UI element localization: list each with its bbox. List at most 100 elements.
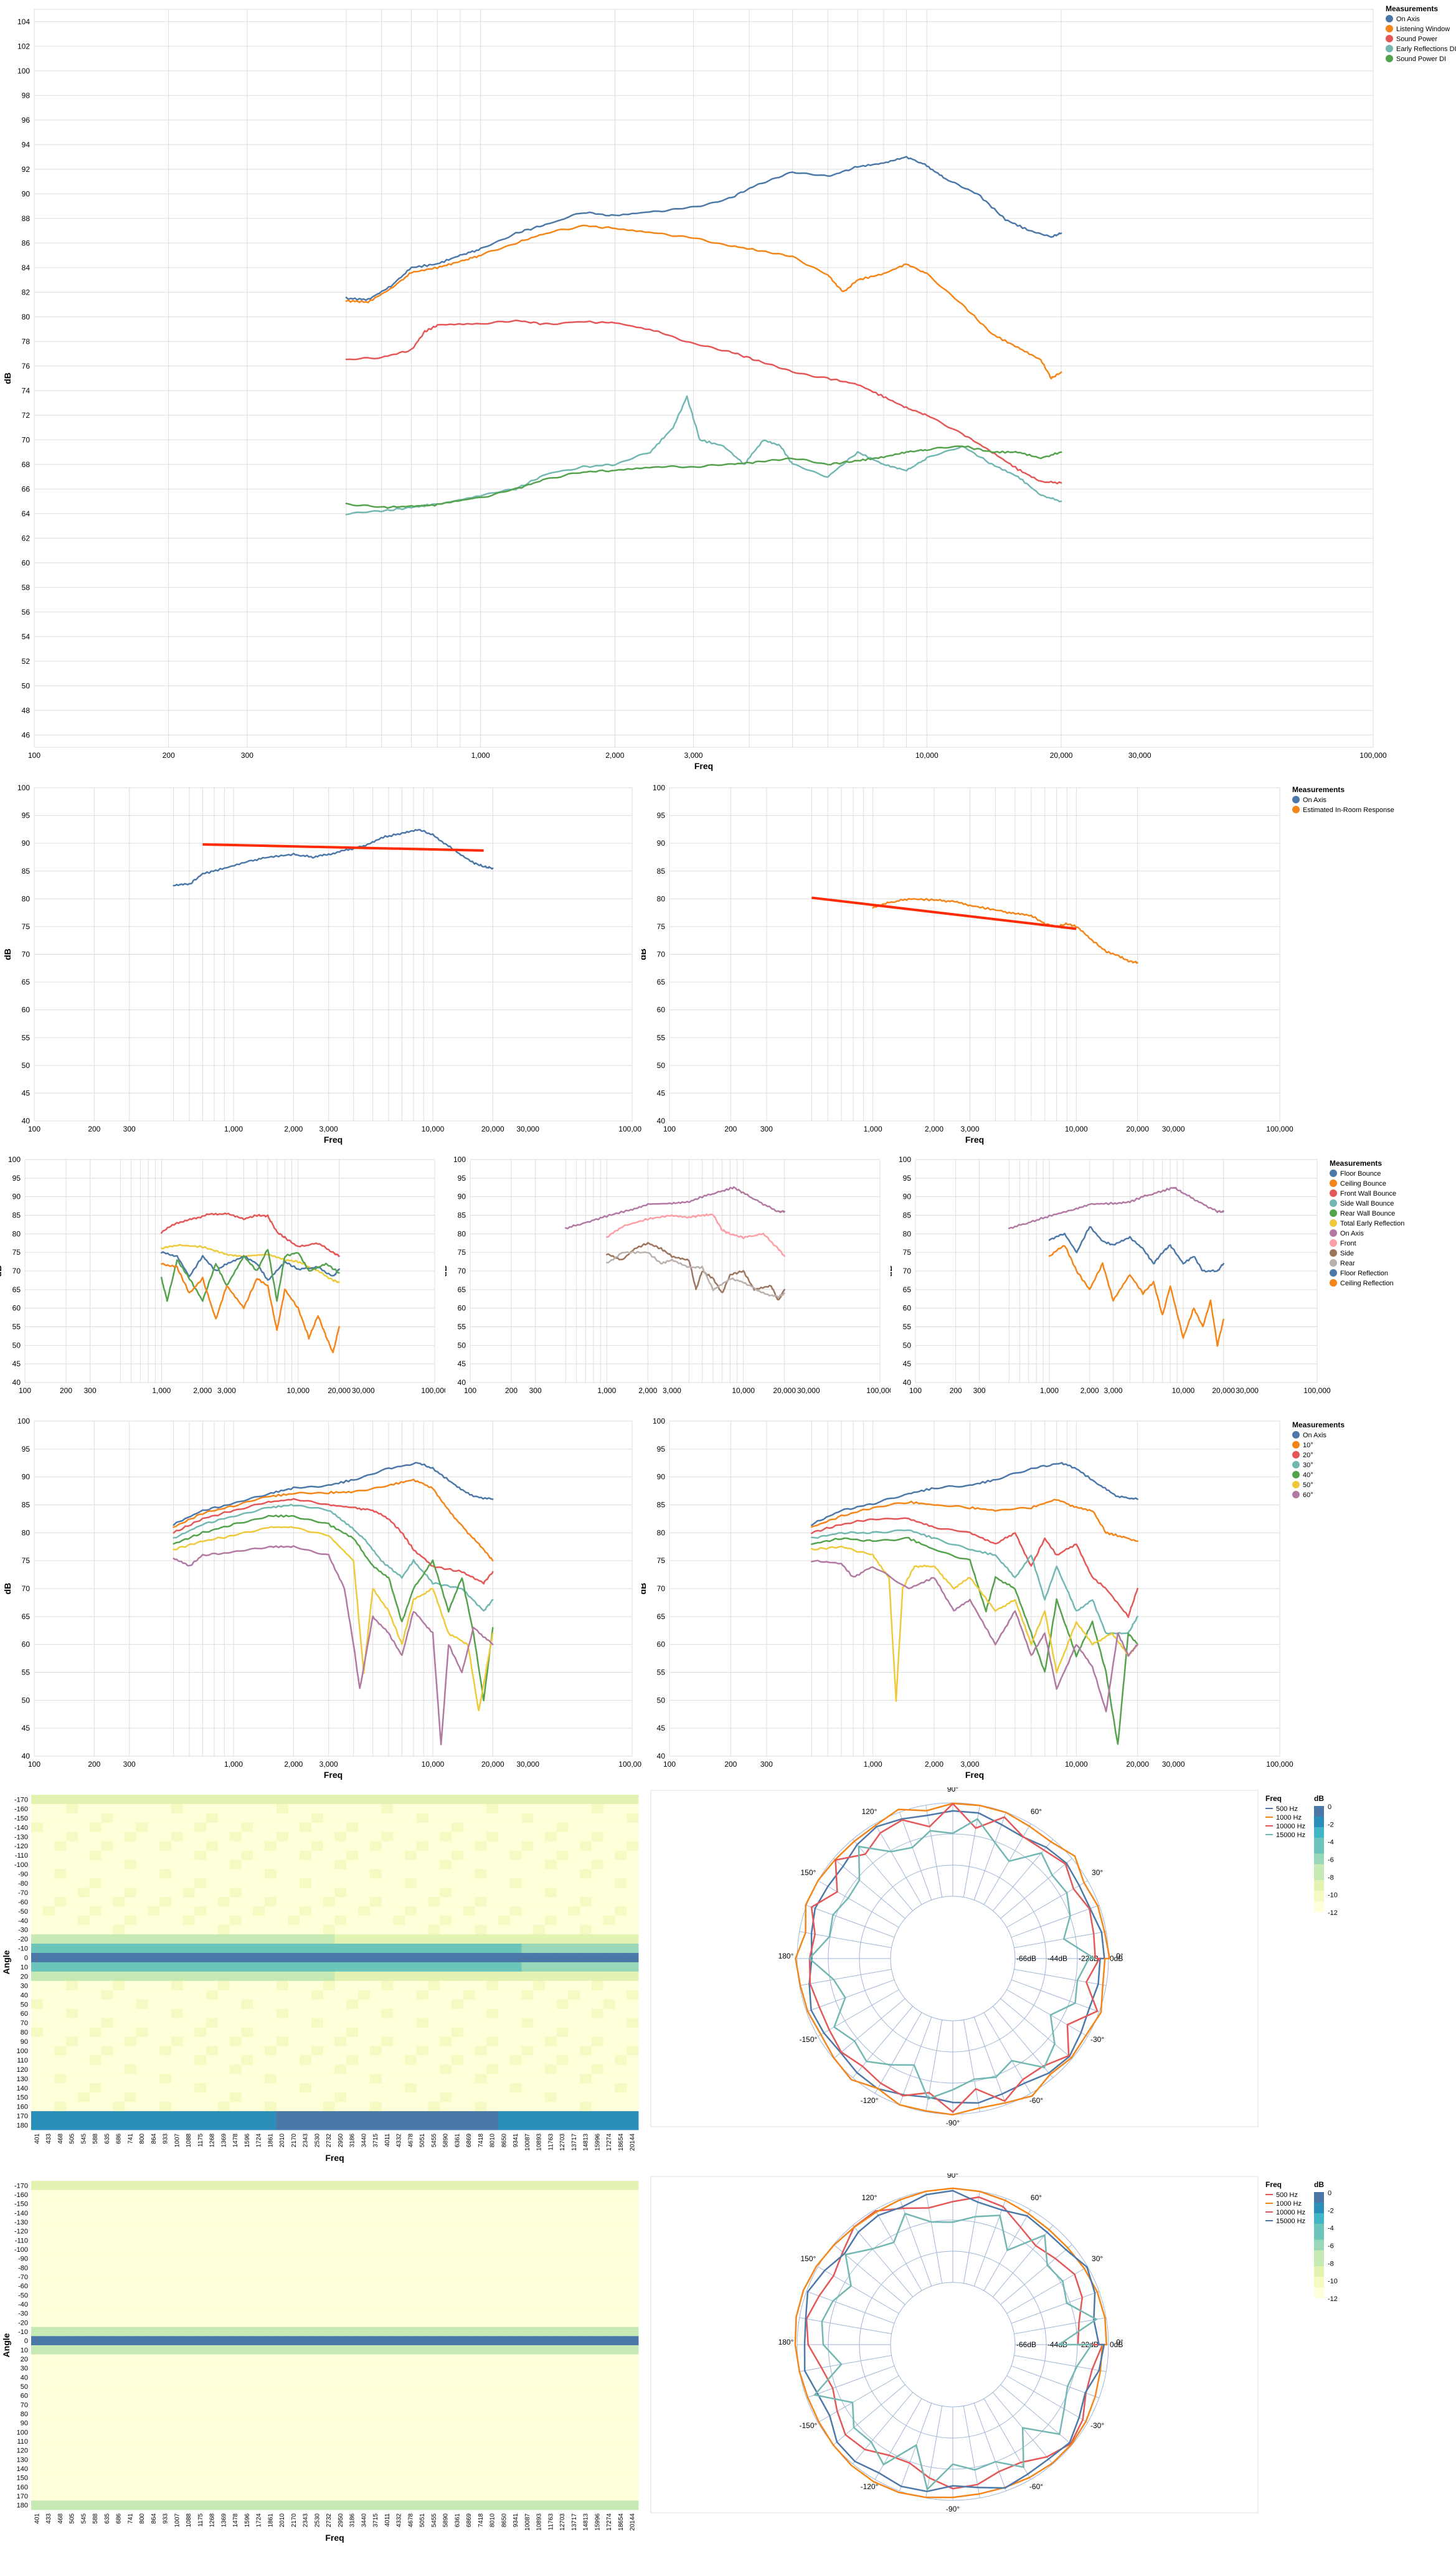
y-tick-label: 150 — [17, 2475, 28, 2482]
heatmap-cell — [369, 2400, 382, 2410]
heatmap-cell — [89, 2436, 102, 2446]
y-tick-label: 85 — [22, 867, 31, 876]
heatmap-cell — [113, 2436, 125, 2446]
heatmap-cell — [66, 2281, 78, 2291]
heatmap-cell — [241, 2190, 253, 2200]
heatmap-cell — [42, 2254, 55, 2264]
y-tick-label: -90 — [18, 2256, 28, 2263]
heatmap-cell — [229, 1925, 242, 1935]
heatmap-cell — [253, 2018, 265, 2028]
heatmap-cell — [89, 2473, 102, 2483]
legend-swatch — [1292, 1461, 1300, 1468]
heatmap-cell — [440, 2181, 452, 2191]
heatmap-cell — [369, 2272, 382, 2282]
heatmap-cell — [428, 1971, 440, 1982]
heatmap-cell — [171, 2181, 184, 2191]
heatmap-cell — [66, 2363, 78, 2373]
heatmap-cell — [241, 2263, 253, 2273]
y-tick-label: 92 — [22, 165, 31, 174]
heatmap-cell — [545, 2199, 557, 2209]
heatmap-cell — [241, 2299, 253, 2309]
heatmap-cell — [580, 1888, 592, 1897]
heatmap-cell — [241, 2226, 253, 2236]
heatmap-cell — [171, 2046, 184, 2056]
heatmap-cell — [334, 1869, 347, 1879]
heatmap-cell — [253, 2046, 265, 2056]
heatmap-cell — [603, 2272, 615, 2282]
heatmap-cell — [229, 2381, 242, 2391]
heatmap-cell — [265, 2391, 277, 2401]
heatmap-cell — [300, 2208, 312, 2218]
heatmap-cell — [125, 2226, 137, 2236]
heatmap-cell — [626, 2208, 639, 2218]
heatmap-cell — [194, 1916, 207, 1926]
heatmap-cell — [265, 2281, 277, 2291]
legend-label: Ceiling Bounce — [1340, 1180, 1386, 1188]
heatmap-cell — [486, 1962, 499, 1972]
heatmap-cell — [229, 1888, 242, 1897]
heatmap-cell — [171, 2217, 184, 2227]
heatmap-cell — [253, 2464, 265, 2474]
heatmap-cell — [592, 2491, 604, 2501]
heatmap-cell — [159, 2500, 172, 2510]
heatmap-cell — [31, 2272, 44, 2282]
heatmap-cell — [416, 2418, 428, 2428]
heatmap-cell — [580, 2391, 592, 2401]
heatmap-cell — [358, 1971, 371, 1982]
heatmap-cell — [405, 2318, 417, 2328]
heatmap-cell — [206, 1869, 219, 1879]
heatmap-cell — [229, 1850, 242, 1861]
heatmap-cell — [451, 2491, 464, 2501]
heatmap-cell — [323, 1990, 335, 2000]
heatmap-cell — [54, 2409, 67, 2419]
heatmap-cell — [89, 2363, 102, 2373]
heatmap-cell — [253, 1795, 265, 1805]
series-line-sound-power — [345, 319, 1062, 484]
heatmap-cell — [451, 1831, 464, 1842]
heatmap-cell — [288, 2418, 300, 2428]
heatmap-cell — [159, 2217, 172, 2227]
heatmap-cell — [288, 1897, 300, 1907]
heatmap-cell — [580, 2208, 592, 2218]
heatmap-cell — [369, 2418, 382, 2428]
heatmap-cell — [369, 2244, 382, 2254]
heatmap-cell — [556, 2092, 569, 2102]
heatmap-cell — [615, 2102, 627, 2112]
heatmap-cell — [89, 1822, 102, 1833]
radar-ring-label: -66dB — [1016, 1954, 1036, 1963]
x-tick-label: 30,000 — [1236, 1386, 1259, 1395]
heatmap-cell — [556, 1990, 569, 2000]
heatmap-cell — [568, 1850, 580, 1861]
heatmap-cell — [148, 2199, 160, 2209]
heatmap-cell — [101, 1944, 113, 1954]
heatmap-cell — [323, 2027, 335, 2038]
legend-title: Freq — [1265, 1794, 1282, 1803]
heatmap-cell — [416, 2199, 428, 2209]
heatmap-cell — [545, 1925, 557, 1935]
heatmap-cell — [498, 2381, 511, 2391]
heatmap-cell — [545, 1831, 557, 1842]
heatmap-cell — [475, 2055, 487, 2065]
heatmap-cell — [136, 2400, 148, 2410]
heatmap-cell — [451, 2254, 464, 2264]
heatmap-cell — [148, 2272, 160, 2282]
x-tick-label: 8010 — [489, 2134, 496, 2148]
x-tick-label: 933 — [163, 2134, 169, 2144]
heatmap-cell — [393, 2381, 405, 2391]
heatmap-cell — [603, 2446, 615, 2455]
heatmap-cell — [89, 1869, 102, 1879]
heatmap-cell — [288, 2190, 300, 2200]
radar-angle-label: 0° — [1116, 1952, 1123, 1960]
heatmap-cell — [545, 2111, 557, 2121]
heatmap-cell — [615, 2500, 627, 2510]
heatmap-cell — [288, 1860, 300, 1870]
heatmap-cell — [323, 2391, 335, 2401]
heatmap-cell — [171, 2354, 184, 2364]
heatmap-cell — [171, 1897, 184, 1907]
heatmap-cell — [592, 1971, 604, 1982]
heatmap-cell — [171, 1906, 184, 1916]
heatmap-cell — [498, 1813, 511, 1823]
heatmap-cell — [568, 2236, 580, 2246]
y-tick-label: 90 — [21, 2420, 28, 2427]
heatmap-cell — [276, 2190, 288, 2200]
